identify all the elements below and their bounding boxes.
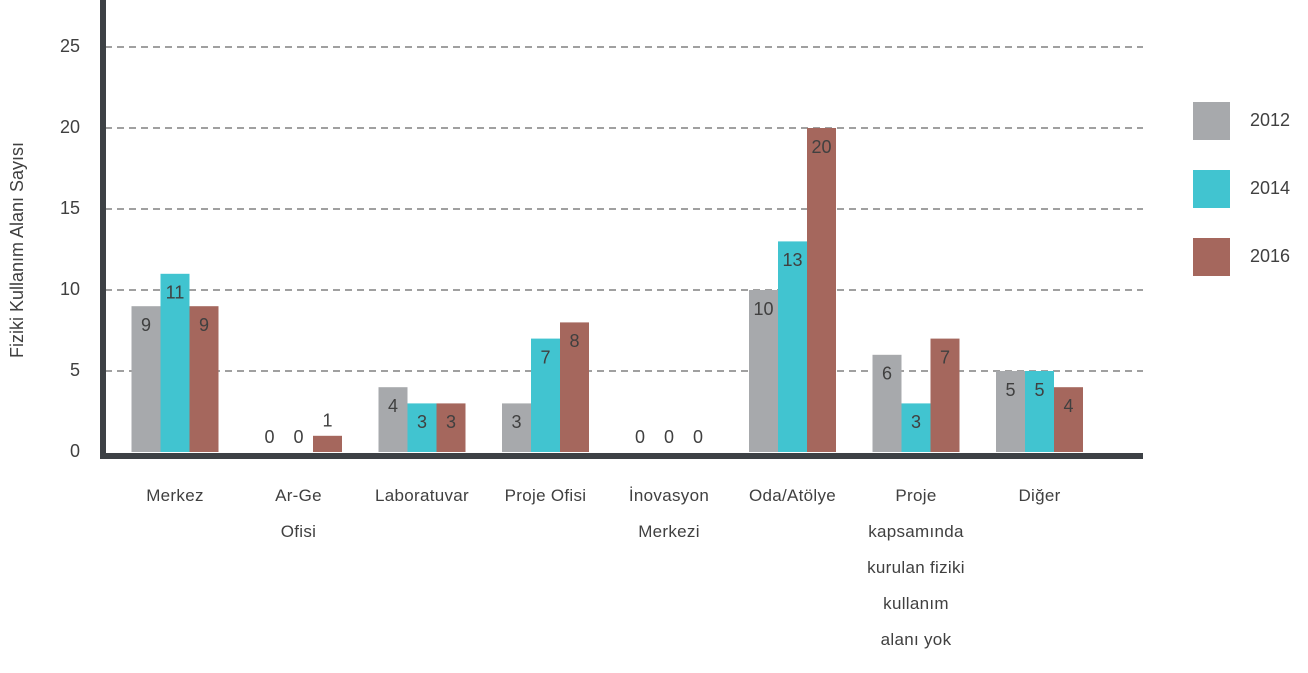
y-tick-label: 10 (60, 279, 80, 299)
x-tick-label: Ar-Ge Ofisi (275, 486, 322, 541)
bar (872, 354, 902, 452)
y-tick-label: 5 (70, 360, 80, 380)
legend-label: 2012 (1250, 110, 1290, 130)
x-tick-label: Oda/Atölye (748, 486, 837, 505)
bar (160, 273, 190, 452)
bar (560, 322, 589, 452)
data-label: 6 (882, 364, 892, 384)
data-label: 5 (1034, 380, 1044, 400)
bar (436, 403, 466, 452)
bar (407, 403, 437, 452)
bar (749, 290, 778, 452)
x-tick-label: İnovasyon Merkezi (628, 486, 710, 541)
bar (807, 128, 836, 452)
data-label: 9 (199, 315, 209, 335)
data-label: 1 (322, 411, 332, 431)
x-tick-label: Merkez (146, 486, 204, 505)
legend-label: 2014 (1250, 178, 1290, 198)
legend-label: 2016 (1250, 246, 1290, 266)
legend-swatch (1193, 238, 1230, 276)
y-tick-label: 15 (60, 198, 80, 218)
data-label: 0 (635, 427, 645, 447)
legend-swatch (1193, 170, 1230, 208)
data-label: 20 (811, 137, 831, 157)
x-tick-label: Proje Ofisi (504, 486, 587, 505)
bar (778, 241, 807, 452)
bar (930, 338, 960, 452)
bar (189, 306, 219, 452)
data-label: 7 (540, 347, 550, 367)
bar (313, 435, 342, 452)
legend-swatch (1193, 102, 1230, 140)
bar (531, 338, 560, 452)
data-label: 4 (1063, 396, 1073, 416)
data-label: 0 (664, 427, 674, 447)
x-tick-label: Laboratuvar (374, 486, 470, 505)
x-tick-label: Diğer (1018, 486, 1061, 505)
bar (131, 306, 161, 452)
data-label: 13 (782, 250, 802, 270)
data-label: 10 (753, 299, 773, 319)
bar (378, 387, 408, 452)
data-label: 3 (911, 412, 921, 432)
y-tick-label: 20 (60, 117, 80, 137)
data-label: 0 (293, 427, 303, 447)
x-tick-label: Proje kapsamında kurulan fiziki kullanım… (867, 486, 965, 649)
data-label: 0 (693, 427, 703, 447)
data-label: 8 (569, 331, 579, 351)
data-label: 7 (940, 347, 950, 367)
data-label: 11 (166, 283, 185, 303)
bar (901, 403, 931, 452)
data-label: 5 (1005, 380, 1015, 400)
data-label: 9 (141, 315, 151, 335)
data-label: 3 (511, 412, 521, 432)
y-tick-label: 0 (70, 441, 80, 461)
data-label: 0 (264, 427, 274, 447)
data-label: 3 (417, 412, 427, 432)
data-label: 3 (446, 412, 456, 432)
bar (502, 403, 531, 452)
bar (1025, 371, 1054, 452)
y-tick-label: 25 (60, 36, 80, 56)
data-label: 4 (388, 396, 398, 416)
bar (1054, 387, 1083, 452)
y-axis-title: Fiziki Kullanım Alanı Sayısı (7, 142, 27, 358)
bar (996, 371, 1025, 452)
